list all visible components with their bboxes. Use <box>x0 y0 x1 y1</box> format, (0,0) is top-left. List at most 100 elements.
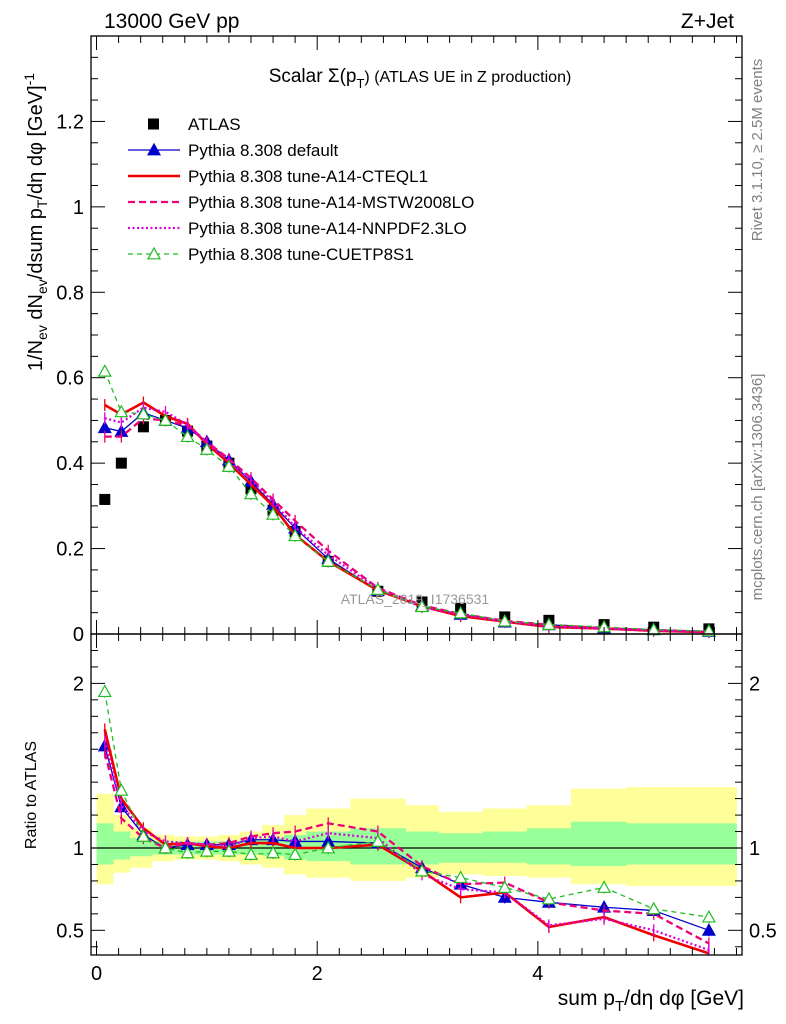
plot-title-sub: T <box>356 76 364 91</box>
ratio-point-cuetp8s1 <box>243 847 259 860</box>
y-axis-label: 1/Nev dNev/dsum pT/dη dφ [GeV]-1 <box>21 73 50 371</box>
ratio-ytick-label: 2 <box>73 673 84 695</box>
band-inner-bin <box>626 823 682 865</box>
legend-marker-default <box>146 142 162 156</box>
plot-title-main: Scalar Σ(p <box>269 66 357 87</box>
ylabel-sub-ev1: ev <box>34 325 50 340</box>
atlas-point <box>115 457 127 469</box>
ylabel-part-a: 1/N <box>25 340 47 371</box>
x-axis-label: sum pT/dη dφ [GeV] <box>558 987 744 1015</box>
main-point-cuetp8s1 <box>266 507 281 520</box>
ylabel-sub-t: T <box>34 199 50 208</box>
ratio-point-cuetp8s1 <box>497 880 512 893</box>
legend-label-mstw: Pythia 8.308 tune-A14-MSTW2008LO <box>188 193 474 212</box>
main-ytick-label: 0.6 <box>56 368 84 390</box>
ratio-ytick-label-right: 0.5 <box>749 920 777 942</box>
ratio-series-layer <box>97 684 716 955</box>
band-inner-bin <box>96 823 114 865</box>
band-inner-bin <box>526 828 572 865</box>
ratio-point-cuetp8s1 <box>541 891 556 905</box>
legend-label-cteql1: Pythia 8.308 tune-A14-CTEQL1 <box>188 167 428 186</box>
ratio-point-cuetp8s1 <box>370 834 385 847</box>
mcplots-label: mcplots.cern.ch [arXiv:1306.3436] <box>749 374 766 601</box>
legend: ATLAS Pythia 8.308 default Pythia 8.308 tu… <box>128 115 474 264</box>
ylabel-sub-ev2: ev <box>34 279 50 294</box>
main-point-cuetp8s1 <box>701 623 716 637</box>
legend-marker-cuetp8s1 <box>146 246 162 260</box>
legend-label-default: Pythia 8.308 default <box>188 141 339 160</box>
main-point-cuetp8s1 <box>199 442 214 455</box>
main-point-cuetp8s1 <box>497 613 512 627</box>
ratio-point-cuetp8s1 <box>136 829 151 842</box>
legend-label-atlas: ATLAS <box>188 115 241 134</box>
atlas-point <box>99 493 111 505</box>
ylabel-sup: -1 <box>21 73 37 86</box>
xlabel-part-b: /dη dφ [GeV] <box>624 987 744 1010</box>
ratio-ytick-label: 1 <box>73 838 84 860</box>
xlabel-part-a: sum p <box>558 987 615 1010</box>
xtick-label: 0 <box>91 963 102 985</box>
band-inner-bin <box>129 838 153 857</box>
main-ytick-label: 0 <box>73 624 84 646</box>
ratio-point-cuetp8s1 <box>199 844 214 857</box>
ratio-point-cuetp8s1 <box>114 783 129 796</box>
xtick-label: 2 <box>312 963 323 985</box>
band-inner-bin <box>570 821 627 867</box>
rivet-label: Rivet 3.1.10, ≥ 2.5M events <box>749 59 766 242</box>
band-inner-bin <box>681 823 737 865</box>
main-point-cuetp8s1 <box>414 599 430 613</box>
ratio-plot-area <box>91 684 742 955</box>
header-left: 13000 GeV pp <box>104 10 239 33</box>
main-ytick-label: 1 <box>73 197 84 219</box>
ratio-point-cuetp8s1 <box>266 845 281 859</box>
main-point-cuetp8s1 <box>541 617 556 631</box>
ratio-point-cuetp8s1 <box>221 844 236 857</box>
main-point-cuetp8s1 <box>288 528 303 542</box>
main-point-cuetp8s1 <box>221 459 236 472</box>
ratio-point-cuetp8s1 <box>414 863 430 877</box>
main-ytick-label: 1.2 <box>56 111 84 133</box>
ratio-axis-label: Ratio to ATLAS <box>23 741 40 849</box>
main-ytick-label: 0.8 <box>56 282 84 304</box>
xlabel-sub: T <box>615 998 624 1015</box>
ratio-point-cuetp8s1 <box>97 684 112 698</box>
axes-layer: 0 0.2 0.4 0.6 0.8 1 1.2 0 2 4 0.5 0.5 1 1 2 2 <box>56 35 777 985</box>
main-point-cuetp8s1 <box>97 364 112 377</box>
ratio-ytick-label-right: 1 <box>749 838 760 860</box>
main-point-cuetp8s1 <box>243 486 259 500</box>
atlas-point <box>137 421 149 433</box>
main-series-layer <box>97 364 716 639</box>
main-point-cuetp8s1 <box>453 605 468 619</box>
ratio-point-cuetp8s1 <box>597 880 612 893</box>
header-right: Z+Jet <box>681 10 734 33</box>
legend-marker-atlas <box>148 118 159 130</box>
main-ytick-label: 0.4 <box>56 453 84 475</box>
plot-title: Scalar Σ(pT) (ATLAS UE in Z production) <box>269 66 572 91</box>
plot-title-rest: ) (ATLAS UE in Z production) <box>364 69 571 86</box>
ratio-point-default <box>701 923 716 936</box>
main-point-cuetp8s1 <box>114 404 129 418</box>
main-point-cuetp8s1 <box>370 582 385 595</box>
main-ytick-label: 0.2 <box>56 539 84 561</box>
legend-label-cuetp8s1: Pythia 8.308 tune-CUETP8S1 <box>188 245 414 264</box>
ratio-point-cuetp8s1 <box>180 845 195 859</box>
main-point-cuetp8s1 <box>321 554 336 567</box>
main-point-cuetp8s1 <box>180 429 195 443</box>
watermark: ATLAS_2019_I1736531 <box>341 591 490 607</box>
band-inner-bin <box>113 831 131 860</box>
ratio-ytick-label: 0.5 <box>56 920 84 942</box>
ylabel-part-c: /dsum p <box>25 208 47 279</box>
main-point-cuetp8s1 <box>158 413 173 426</box>
main-point-cuetp8s1 <box>136 406 151 420</box>
ratio-point-cuetp8s1 <box>453 870 468 884</box>
legend-label-nnpdf: Pythia 8.308 tune-A14-NNPDF2.3LO <box>188 219 467 238</box>
ratio-point-cuetp8s1 <box>646 901 661 915</box>
ratio-point-cuetp8s1 <box>321 840 336 854</box>
ratio-frame <box>90 633 743 956</box>
ratio-point-cuetp8s1 <box>288 847 303 860</box>
ratio-point-cuetp8s1 <box>701 909 716 923</box>
band-inner-bin <box>482 831 528 863</box>
ratio-ytick-label-right: 2 <box>749 673 760 695</box>
ratio-point-cuetp8s1 <box>158 840 173 854</box>
ylabel-part-b: dN <box>25 294 47 325</box>
